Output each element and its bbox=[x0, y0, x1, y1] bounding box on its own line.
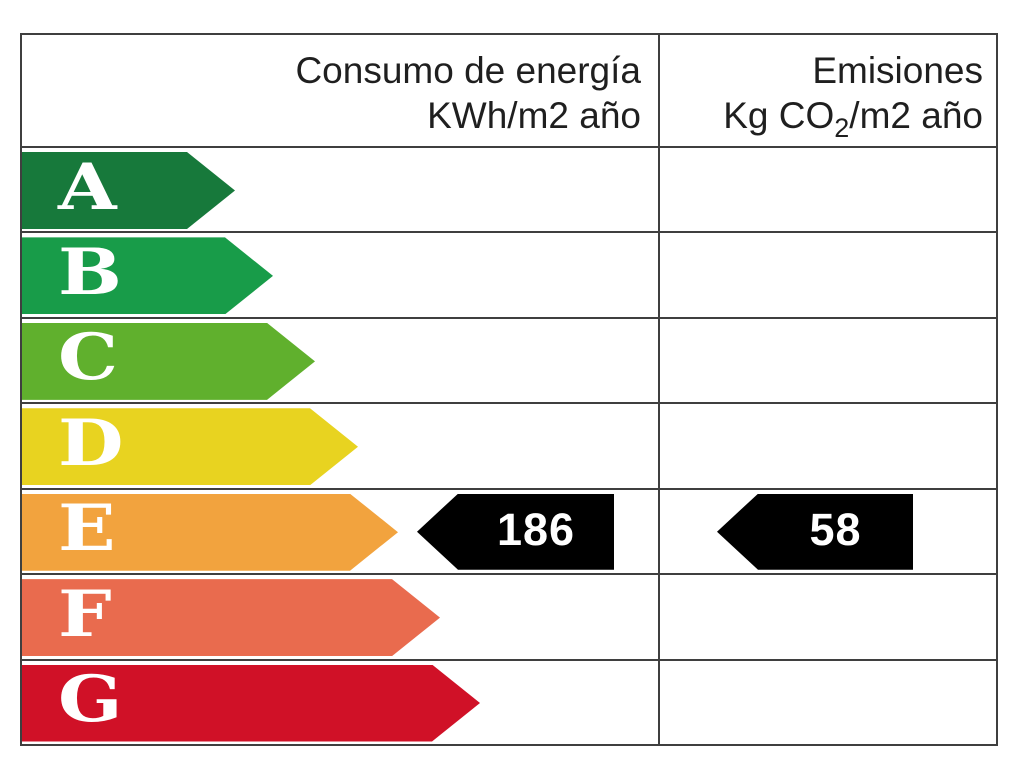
consumption-value-arrow: 186 bbox=[417, 493, 614, 570]
rating-letter-b: B bbox=[58, 234, 122, 310]
rating-row-d: D bbox=[22, 404, 996, 490]
emissions-header-line1: Emisiones bbox=[812, 50, 983, 91]
consumption-column-header: Consumo de energía KWh/m2 año bbox=[22, 35, 658, 146]
rating-letter-c: C bbox=[58, 320, 119, 396]
rating-arrow-g: G bbox=[22, 665, 480, 742]
rating-row-b: B bbox=[22, 233, 996, 319]
emissions-header-line2: Kg CO2/m2 año bbox=[723, 95, 983, 144]
rating-letter-f: F bbox=[58, 576, 112, 652]
emissions-column-header: Emisiones Kg CO2/m2 año bbox=[658, 35, 996, 146]
emissions-value: 58 bbox=[809, 504, 862, 556]
header-row: Consumo de energía KWh/m2 año Emisiones … bbox=[22, 35, 996, 148]
rating-arrow-d: D bbox=[22, 408, 358, 485]
rating-letter-a: A bbox=[58, 149, 117, 225]
consumption-header-line1: Consumo de energía bbox=[295, 50, 641, 91]
rating-row-g: G bbox=[22, 661, 996, 744]
co2-subscript: 2 bbox=[834, 113, 850, 144]
rating-arrow-b: B bbox=[22, 237, 273, 314]
rating-arrow-c: C bbox=[22, 323, 315, 400]
consumption-header-line2: KWh/m2 año bbox=[427, 95, 641, 137]
rating-arrow-a: A bbox=[22, 152, 235, 229]
emissions-value-arrow: 58 bbox=[717, 493, 913, 570]
rating-arrow-e: E bbox=[22, 494, 398, 571]
rating-arrow-f: F bbox=[22, 579, 440, 656]
rating-row-c: C bbox=[22, 319, 996, 405]
rating-letter-e: E bbox=[58, 491, 116, 567]
rating-row-a: A bbox=[22, 148, 996, 234]
rating-row-f: F bbox=[22, 575, 996, 661]
rating-letter-d: D bbox=[58, 405, 124, 481]
consumption-value: 186 bbox=[496, 504, 576, 556]
column-divider bbox=[658, 35, 660, 744]
energy-certificate-table: Consumo de energía KWh/m2 año Emisiones … bbox=[20, 33, 998, 746]
rating-letter-g: G bbox=[58, 662, 123, 738]
rating-row-e: E 186 58 bbox=[22, 490, 996, 576]
